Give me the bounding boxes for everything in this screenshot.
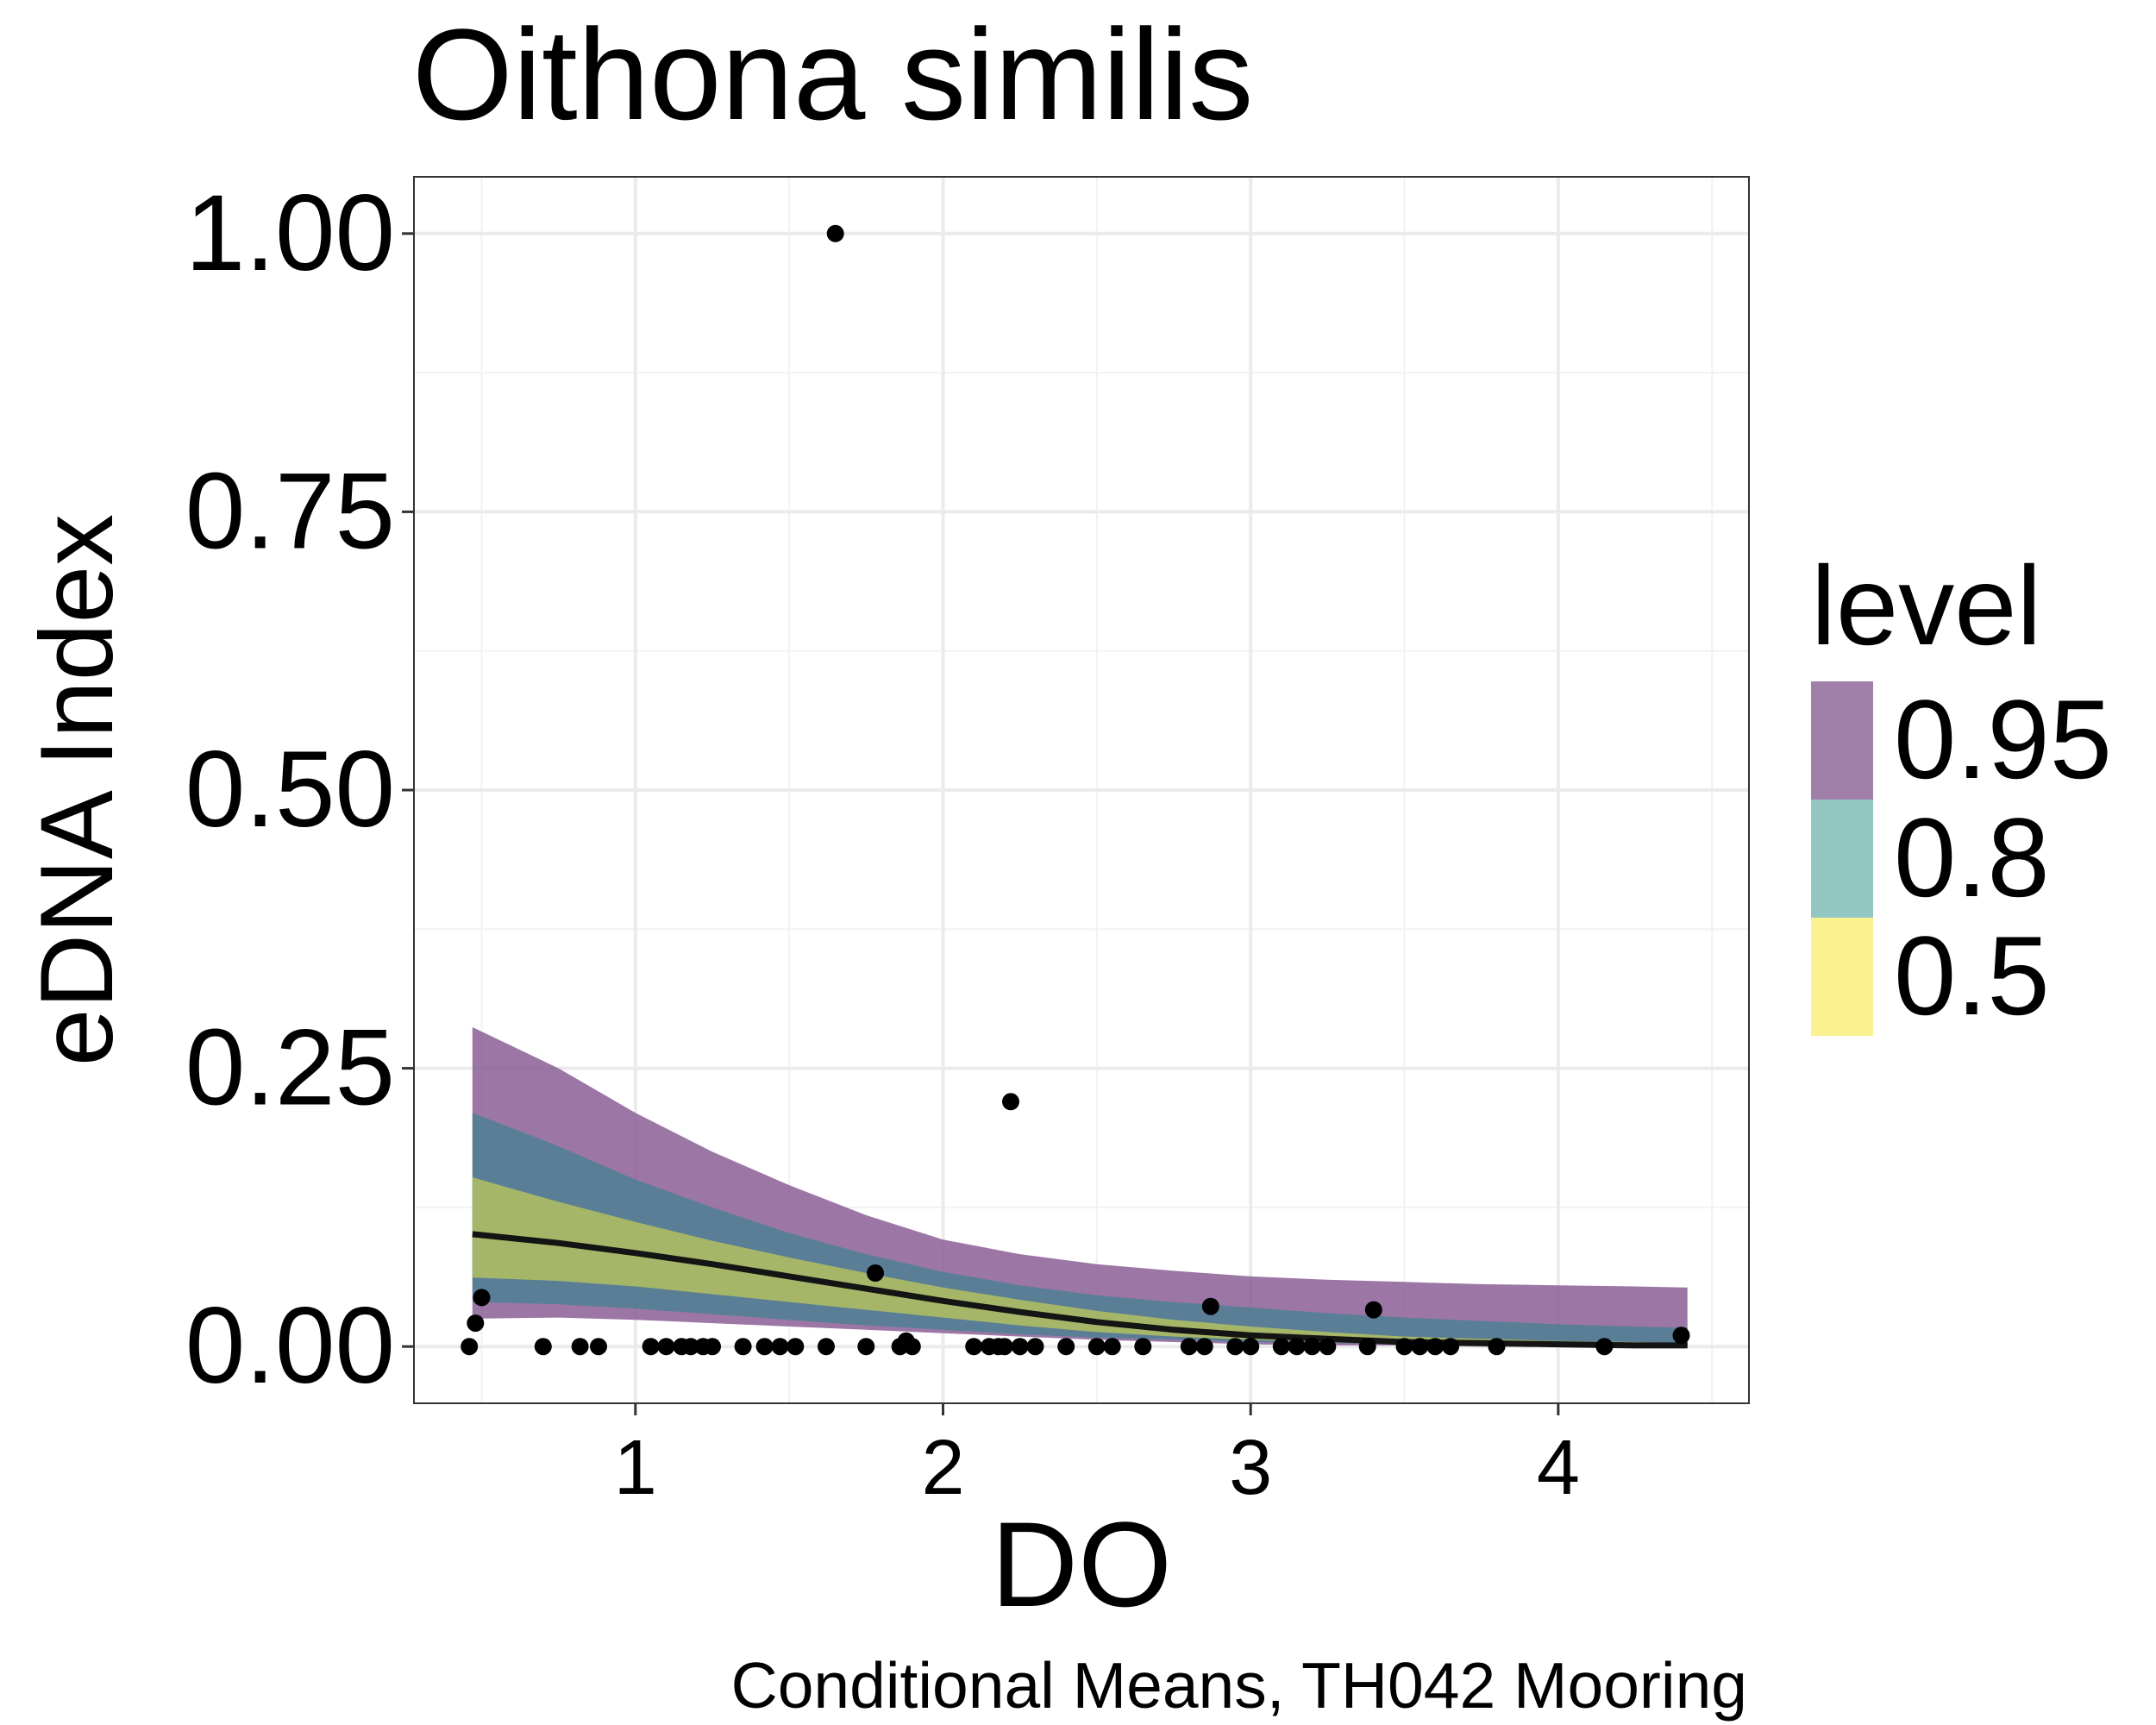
data-point: [771, 1338, 789, 1356]
data-point: [1026, 1338, 1044, 1356]
data-point: [995, 1338, 1013, 1356]
mean-line-layer: [472, 1231, 1688, 1349]
y-axis-label: eDNA Index: [19, 514, 135, 1066]
data-point: [1595, 1338, 1614, 1356]
data-point: [755, 1338, 774, 1356]
data-point: [1488, 1338, 1506, 1356]
legend-key-0.5: [1811, 918, 1873, 1036]
data-point: [787, 1338, 805, 1356]
legend-key-0.95: [1811, 681, 1873, 800]
data-point: [1134, 1338, 1152, 1356]
axes: 1 2 3 4 0.00 0.25 0.50 0.75 1.00: [185, 173, 1580, 1511]
data-point: [1395, 1338, 1413, 1356]
legend: level 0.950.80.5: [1811, 543, 2112, 1038]
legend-key-0.8: [1811, 800, 1873, 918]
confidence-bands: [472, 1026, 1688, 1347]
data-point: [461, 1338, 479, 1356]
data-point: [534, 1338, 552, 1356]
data-point: [1087, 1338, 1106, 1356]
chart-title: Oithona similis: [412, 2, 1253, 147]
data-point: [473, 1289, 491, 1307]
x-tick-label: 3: [1229, 1425, 1272, 1511]
data-point: [1288, 1338, 1306, 1356]
data-point: [1002, 1093, 1019, 1111]
data-point: [1242, 1338, 1260, 1356]
data-point: [1226, 1338, 1244, 1356]
x-tick-label: 1: [614, 1425, 657, 1511]
y-tick-label: 0.75: [185, 451, 395, 571]
data-point: [467, 1314, 485, 1333]
data-point: [826, 224, 844, 242]
data-point: [1411, 1338, 1429, 1356]
data-point: [818, 1338, 835, 1356]
data-point: [1195, 1338, 1213, 1356]
data-point: [1103, 1338, 1121, 1356]
x-tick-label: 4: [1537, 1425, 1580, 1511]
data-point: [704, 1338, 721, 1356]
data-point: [734, 1338, 752, 1356]
data-point: [1364, 1301, 1382, 1319]
data-point: [1319, 1338, 1337, 1356]
data-point: [1672, 1327, 1690, 1345]
legend-label: 0.8: [1894, 794, 2050, 920]
x-tick-label: 2: [921, 1425, 964, 1511]
data-point: [1272, 1338, 1290, 1356]
data-point: [1057, 1338, 1075, 1356]
mean-line: [472, 1231, 1688, 1349]
chart-caption: Conditional Means, TH042 Mooring: [731, 1649, 1747, 1722]
legend-label: 0.95: [1894, 676, 2112, 802]
legend-label: 0.5: [1894, 913, 2050, 1038]
data-point: [1201, 1297, 1219, 1315]
data-point: [903, 1338, 921, 1356]
legend-title: level: [1811, 543, 2041, 668]
data-point: [857, 1338, 875, 1356]
data-points: [461, 224, 1690, 1356]
data-point: [1011, 1338, 1029, 1356]
y-tick-label: 0.25: [185, 1008, 395, 1128]
data-point: [642, 1338, 660, 1356]
data-point: [1426, 1338, 1445, 1356]
data-point: [1303, 1338, 1321, 1356]
legend-entries: 0.950.80.5: [1811, 676, 2112, 1038]
data-point: [571, 1338, 589, 1356]
y-tick-label: 0.50: [185, 730, 395, 850]
data-point: [867, 1264, 884, 1282]
data-point: [682, 1338, 699, 1356]
y-tick-label: 0.00: [185, 1286, 395, 1406]
data-point: [965, 1338, 983, 1356]
data-point: [657, 1338, 675, 1356]
y-tick-label: 1.00: [185, 173, 395, 293]
data-point: [1180, 1338, 1198, 1356]
data-point: [1442, 1338, 1459, 1356]
data-point: [1358, 1338, 1376, 1356]
data-point: [590, 1338, 607, 1356]
x-axis-label: DO: [991, 1496, 1172, 1632]
